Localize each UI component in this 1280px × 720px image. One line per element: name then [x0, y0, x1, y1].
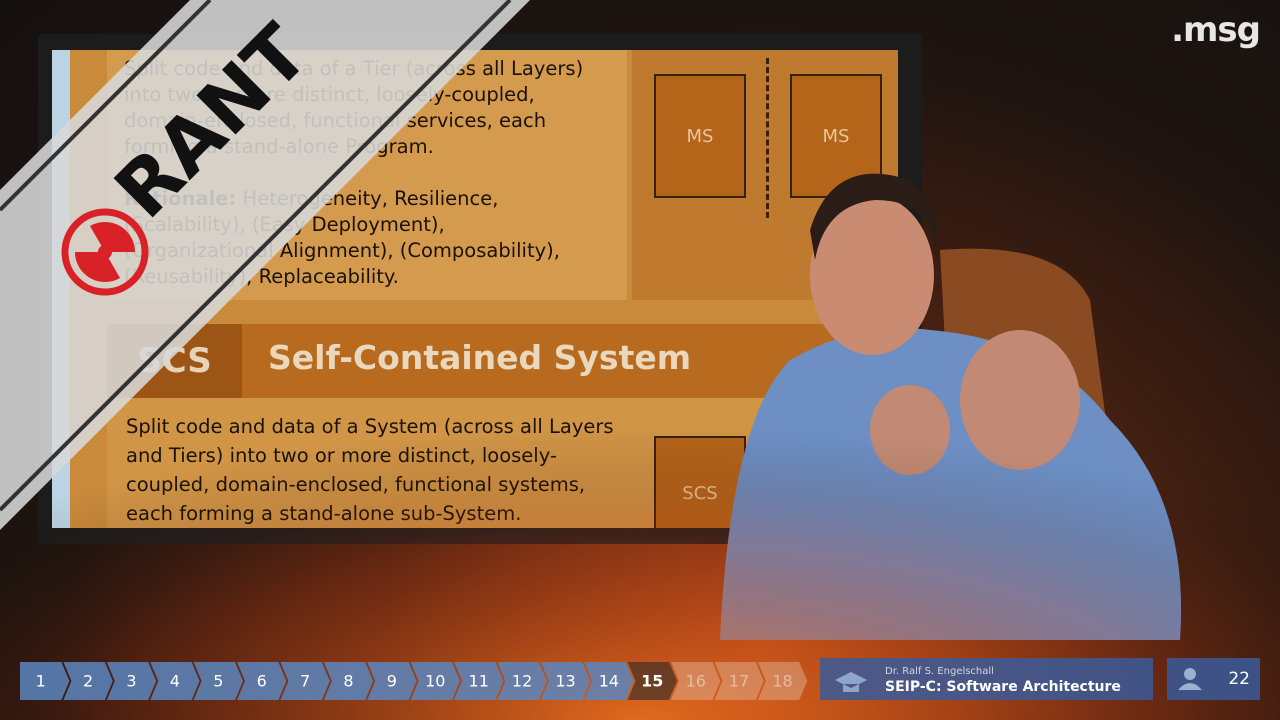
page-number: 2	[83, 672, 93, 691]
course-title: SEIP-C: Software Architecture	[885, 679, 1121, 695]
page-button[interactable]: 1	[20, 662, 70, 700]
course-box	[820, 658, 1153, 700]
page-number: 10	[425, 672, 445, 691]
page-button[interactable]: 3	[106, 662, 157, 700]
page-button[interactable]: 16	[671, 662, 721, 700]
viewer-count: 22	[1228, 669, 1250, 689]
page-button[interactable]: 4	[150, 662, 200, 700]
band-line	[0, 0, 212, 212]
page-number: 3	[126, 672, 136, 691]
page-chevron	[367, 662, 417, 700]
page-button[interactable]: 18	[757, 662, 808, 700]
page-chevron	[757, 662, 808, 700]
page-chevron	[106, 662, 157, 700]
divider	[766, 58, 769, 218]
ms-box: MS	[654, 74, 746, 198]
page-number: 16	[686, 672, 706, 691]
page-number: 6	[257, 672, 267, 691]
page-number: 14	[599, 672, 619, 691]
page-number: 12	[512, 672, 532, 691]
page-number: 17	[729, 672, 749, 691]
page-button[interactable]: 15	[627, 662, 677, 700]
page-button[interactable]: 11	[454, 662, 504, 700]
page-button[interactable]: 5	[193, 662, 243, 700]
page-chevron	[410, 662, 460, 700]
page-chevron	[323, 662, 374, 700]
page-chevron	[454, 662, 504, 700]
page-number: 13	[555, 672, 575, 691]
page-button[interactable]: 17	[714, 662, 764, 700]
logo: .msg	[1171, 10, 1261, 50]
rant-band	[0, 0, 530, 530]
page-chevron	[671, 662, 721, 700]
cap-icon	[835, 672, 867, 692]
page-button[interactable]: 13	[540, 662, 591, 700]
page-chevron	[150, 662, 200, 700]
page-button[interactable]: 2	[63, 662, 113, 700]
page-number: 8	[343, 672, 353, 691]
band-line	[0, 0, 512, 512]
page-chevron	[497, 662, 547, 700]
page-chevron	[20, 662, 70, 700]
page-chevron	[193, 662, 243, 700]
page-chevron	[280, 662, 330, 700]
page-chevron	[627, 662, 677, 700]
page-number: 1	[36, 672, 46, 691]
page-number: 11	[469, 672, 489, 691]
course-author: Dr. Ralf S. Engelschall	[885, 666, 994, 677]
page-chevron	[714, 662, 764, 700]
page-button[interactable]: 10	[410, 662, 460, 700]
page-button[interactable]: 14	[584, 662, 634, 700]
page-button[interactable]: 12	[497, 662, 547, 700]
page-button[interactable]: 9	[367, 662, 417, 700]
page-chevron	[540, 662, 591, 700]
page-number: 5	[213, 672, 223, 691]
page-number: 7	[300, 672, 310, 691]
page-number: 15	[641, 672, 663, 691]
page-chevron	[584, 662, 634, 700]
radiation-icon	[61, 208, 149, 296]
page-chevron	[63, 662, 113, 700]
page-nav: 1 2 3 4 5 6 7 8 9 10 11 12 13 14 15 16 17 18	[20, 662, 808, 700]
page-button[interactable]: 7	[280, 662, 330, 700]
page-number: 4	[170, 672, 180, 691]
page-button[interactable]: 6	[237, 662, 287, 700]
users-icon	[1184, 668, 1196, 680]
fire-glow	[0, 300, 1280, 720]
page-chevron	[237, 662, 287, 700]
viewers-box	[1167, 658, 1260, 700]
page-number: 9	[387, 672, 397, 691]
users-icon	[1178, 683, 1202, 690]
page-number: 18	[772, 672, 792, 691]
page-button[interactable]: 8	[323, 662, 374, 700]
